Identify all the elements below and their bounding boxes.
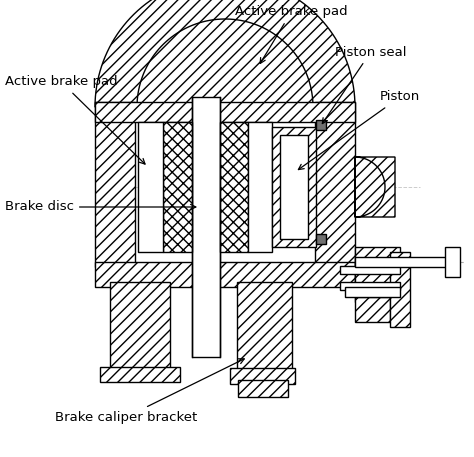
Bar: [445, 247, 460, 277]
Bar: [95, 102, 355, 122]
Bar: [340, 282, 400, 290]
Text: Brake disc: Brake disc: [5, 201, 196, 213]
Bar: [355, 297, 390, 322]
Bar: [355, 262, 400, 287]
Bar: [355, 257, 455, 267]
Bar: [237, 282, 292, 372]
Bar: [95, 102, 135, 267]
Polygon shape: [95, 0, 355, 107]
Bar: [316, 120, 326, 130]
Bar: [230, 368, 295, 384]
Text: Piston: Piston: [299, 90, 420, 170]
Bar: [220, 122, 248, 252]
Bar: [340, 266, 400, 274]
Text: Piston seal: Piston seal: [322, 46, 407, 123]
Bar: [248, 122, 272, 252]
Polygon shape: [355, 157, 395, 217]
Text: Active brake pad: Active brake pad: [235, 5, 347, 64]
Bar: [192, 97, 220, 357]
Bar: [238, 380, 288, 397]
Bar: [316, 234, 326, 244]
Bar: [390, 252, 410, 327]
Bar: [100, 367, 180, 382]
Bar: [138, 122, 163, 252]
Bar: [280, 135, 308, 239]
Text: Brake caliper bracket: Brake caliper bracket: [55, 359, 244, 424]
Bar: [315, 102, 355, 267]
Text: Active brake pad: Active brake pad: [5, 75, 145, 164]
Bar: [110, 282, 170, 372]
Bar: [163, 122, 192, 252]
Bar: [95, 262, 355, 287]
Bar: [272, 127, 316, 247]
Bar: [355, 247, 400, 302]
Bar: [345, 287, 400, 297]
